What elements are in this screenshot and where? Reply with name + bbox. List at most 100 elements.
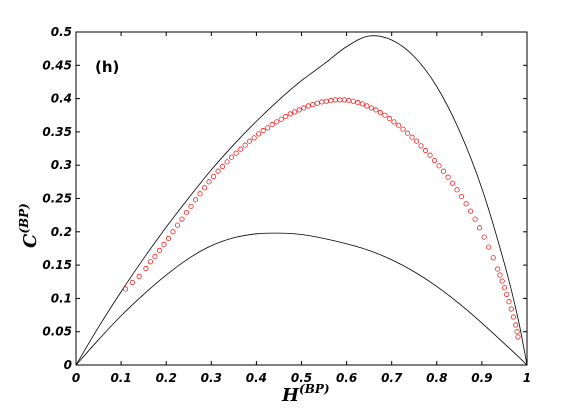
data-point <box>436 163 442 169</box>
data-point <box>368 105 374 111</box>
data-point <box>373 107 379 113</box>
data-point <box>211 173 217 180</box>
y-tick-label: 0.3 <box>51 158 72 172</box>
data-point <box>454 187 460 193</box>
y-tick-label: 0 <box>64 358 72 372</box>
x-tick-label: 0 <box>72 371 80 385</box>
y-tick-label: 0.25 <box>42 192 72 206</box>
data-point <box>463 201 469 207</box>
data-point <box>123 286 129 292</box>
x-tick-label: 0.5 <box>291 371 312 385</box>
data-point <box>296 107 302 113</box>
data-point <box>409 134 415 140</box>
data-point <box>477 225 483 231</box>
data-point <box>260 128 266 134</box>
y-tick-label: 0.15 <box>42 258 72 272</box>
y-tick-label: 0.1 <box>51 291 72 305</box>
data-point <box>265 125 271 131</box>
data-point <box>364 103 370 109</box>
data-point <box>510 314 517 320</box>
data-point <box>450 180 456 186</box>
data-point <box>413 138 420 144</box>
y-tick-label: 0.5 <box>51 25 72 39</box>
data-point <box>278 116 284 122</box>
data-point <box>359 101 365 107</box>
data-point <box>183 209 190 216</box>
data-point <box>431 157 438 164</box>
data-point <box>514 329 520 335</box>
data-point <box>147 259 153 265</box>
data-point <box>156 247 162 254</box>
data-point <box>136 273 142 279</box>
data-point <box>238 146 244 152</box>
bounds-layer <box>75 35 528 366</box>
x-tick-label: 0.8 <box>426 371 447 385</box>
y-tick-label: 0.4 <box>51 92 72 106</box>
data-point <box>490 255 496 261</box>
data-point <box>497 272 503 278</box>
data-point <box>170 229 176 235</box>
data-point <box>161 241 167 248</box>
y-tick-label: 0.2 <box>51 225 72 239</box>
plot-area <box>76 32 527 365</box>
panel-label: (h) <box>95 58 119 76</box>
data-point <box>427 152 433 158</box>
data-point <box>468 208 474 214</box>
y-axis-label-main: C <box>20 233 41 248</box>
x-tick-label: 1 <box>523 371 531 385</box>
data-point <box>382 112 388 118</box>
data-point <box>152 253 158 259</box>
upper-bound-curve <box>75 35 528 366</box>
data-point <box>386 116 392 122</box>
data-point <box>301 105 307 111</box>
data-point <box>305 103 311 109</box>
data-point <box>499 278 505 284</box>
data-point <box>314 100 320 106</box>
data-point <box>179 216 185 222</box>
data-point <box>508 306 514 312</box>
lower-bound-curve <box>75 232 528 366</box>
x-tick-label: 0.1 <box>110 371 131 385</box>
data-point <box>188 203 194 210</box>
data-point <box>515 334 521 340</box>
data-point <box>274 119 280 125</box>
data-point <box>283 114 289 120</box>
data-point <box>391 119 397 125</box>
x-tick-label: 0.3 <box>201 371 222 385</box>
y-axis-ticks: 0 0.05 0.1 0.15 0.2 0.25 0.3 0.35 0.4 0.45 0.5 <box>42 25 527 372</box>
data-point <box>197 191 203 197</box>
data-point <box>504 291 510 297</box>
x-tick-label: 0.7 <box>381 371 403 385</box>
data-point <box>292 109 298 115</box>
data-point <box>377 110 383 116</box>
data-point <box>269 122 275 128</box>
data-point <box>472 216 478 222</box>
data-point <box>495 266 501 272</box>
data-point <box>224 159 230 165</box>
data-point <box>129 279 135 285</box>
data-point <box>481 234 487 240</box>
data-point <box>445 174 451 180</box>
y-tick-label: 0.05 <box>42 325 72 339</box>
x-tick-label: 0.2 <box>156 371 177 385</box>
x-tick-label: 0.6 <box>336 371 357 385</box>
data-point <box>143 265 149 271</box>
x-axis-ticks: 0 0.1 0.2 0.3 0.4 0.5 0.6 0.7 0.8 0.9 1 <box>72 32 531 385</box>
data-point <box>459 193 465 200</box>
data-point <box>206 179 212 185</box>
data-point <box>229 154 235 160</box>
data-point <box>287 111 293 117</box>
data-point <box>192 197 199 203</box>
data-point <box>165 235 172 242</box>
data-point <box>441 168 447 174</box>
data-point <box>233 150 239 156</box>
data-point <box>242 142 248 148</box>
x-tick-label: 0.4 <box>246 371 267 385</box>
x-axis-label: H(BP) <box>281 382 330 406</box>
data-point <box>404 130 411 136</box>
points-layer <box>123 97 521 340</box>
y-axis-label-sup: (BP) <box>17 203 31 234</box>
data-point <box>400 126 406 132</box>
data-point <box>355 100 361 106</box>
